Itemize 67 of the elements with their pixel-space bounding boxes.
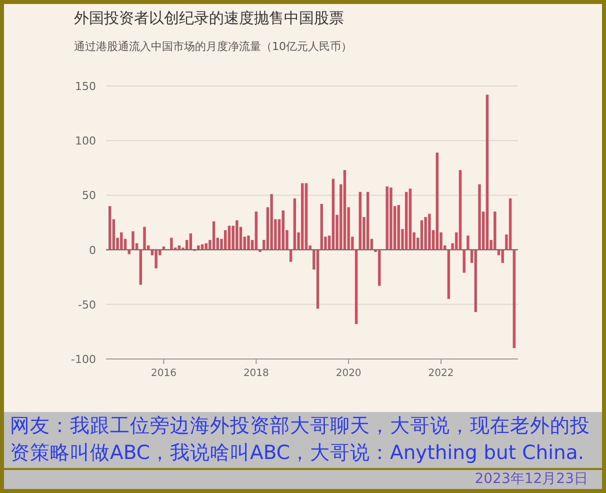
bar — [289, 250, 292, 262]
bar — [270, 194, 273, 250]
bar — [162, 246, 166, 250]
chart-title: 外国投资者以创纪录的速度抛售中国股票 — [74, 9, 344, 27]
text: 2023年12月23日 — [4, 470, 602, 489]
x-tick-label: 2022 — [428, 368, 454, 379]
text: 网友：我跟工位旁边海外投资部大哥聊天，大哥说，现在老外的投资策略叫做ABC，我说啥叫ABC，大哥说：Anything but China. — [4, 412, 602, 468]
bar — [428, 214, 431, 250]
y-tick-label: 150 — [75, 80, 96, 93]
bar — [236, 220, 238, 250]
bar — [390, 188, 392, 250]
bar — [458, 170, 462, 250]
bar — [170, 238, 173, 250]
bar — [304, 183, 308, 250]
bar — [132, 231, 134, 250]
bar — [486, 94, 489, 250]
bar — [420, 220, 424, 250]
y-tick-label: -100 — [71, 353, 96, 366]
bar — [301, 183, 304, 250]
bar — [397, 205, 400, 250]
bar — [404, 192, 408, 250]
bar — [436, 152, 438, 250]
bar — [197, 245, 200, 250]
bar — [332, 178, 335, 250]
bar — [386, 186, 388, 250]
bar — [108, 206, 112, 250]
bar — [354, 250, 358, 324]
bar — [282, 210, 284, 250]
bar — [474, 250, 477, 312]
x-tick-label: 2020 — [336, 368, 362, 379]
bar — [478, 184, 481, 250]
bar — [224, 230, 227, 250]
bar — [154, 250, 158, 268]
bar — [343, 170, 346, 250]
bar — [204, 243, 208, 250]
x-tick-label: 2018 — [243, 368, 269, 379]
bar — [189, 233, 192, 250]
bar — [320, 204, 323, 250]
y-tick-label: 0 — [89, 244, 96, 257]
bar — [508, 198, 512, 250]
bar — [378, 250, 381, 286]
y-tick-label: 50 — [82, 189, 96, 202]
bar — [247, 236, 250, 250]
x-tick-label: 2016 — [151, 368, 176, 379]
bar — [228, 226, 231, 250]
bar — [447, 250, 450, 299]
bar — [200, 244, 204, 250]
bar — [424, 217, 427, 250]
bar — [139, 250, 142, 285]
bar — [466, 236, 470, 250]
y-tick-label: -50 — [78, 298, 96, 312]
bar — [254, 212, 258, 250]
bar — [212, 221, 216, 250]
chart-subtitle: 通过港股通流入中国市场的月度净流量（10亿元人民币） — [74, 40, 352, 53]
bar — [494, 212, 496, 250]
bar — [120, 232, 123, 250]
bar — [178, 245, 181, 250]
bar — [501, 250, 504, 263]
bar — [293, 198, 296, 250]
bar — [462, 250, 466, 273]
bar — [408, 188, 412, 250]
y-tick-label: 100 — [75, 134, 96, 148]
bar — [512, 250, 516, 348]
bar — [366, 192, 370, 250]
bar — [358, 192, 362, 250]
bar — [316, 250, 320, 309]
bar — [143, 226, 146, 250]
